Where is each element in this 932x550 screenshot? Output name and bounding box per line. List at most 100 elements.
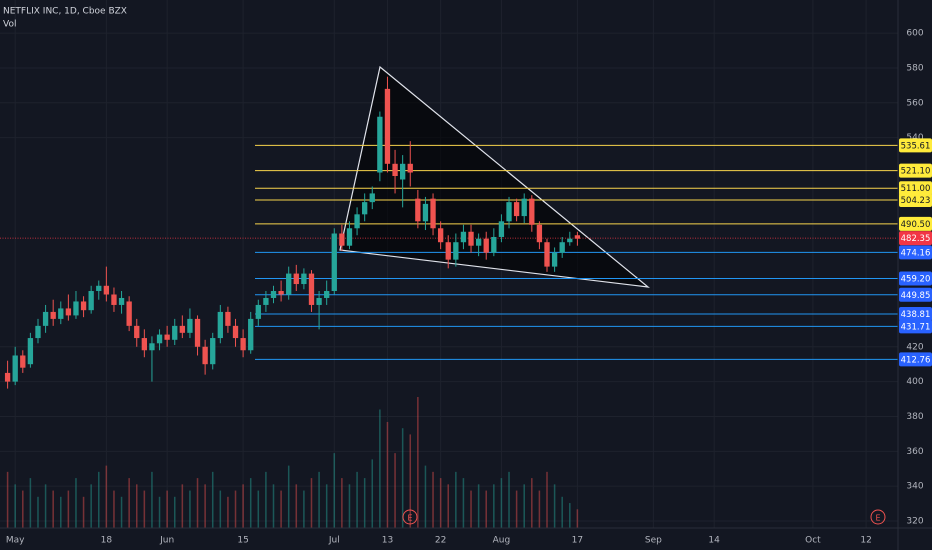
volume-bar [227,496,229,528]
earnings-label: E [875,514,880,523]
volume-bar [98,471,100,528]
x-tick-label: 17 [572,536,583,546]
volume-bar [135,484,138,528]
volume-bar [379,409,381,528]
volume-bar [181,484,184,528]
volume-bar [196,478,199,528]
candle-body [399,163,406,180]
y-tick-label: 340 [906,482,923,492]
volume-bar [348,484,351,528]
candle-body [483,238,489,253]
candle-body [407,163,413,173]
candle-body [164,334,170,340]
volume-bar [14,484,16,528]
candle-body [202,346,208,365]
axis: 600 580 560 540 420 400 380 360 340 320 May 18 Jun 15… [6,29,932,546]
x-tick-label: 14 [708,536,720,546]
volume-bar [82,496,85,528]
earnings-label: E [407,514,412,523]
chart-subtitle: Vol [3,20,16,30]
candle-body [240,338,246,351]
volume-bar [249,478,252,528]
volume-bar [576,509,579,528]
volume-bar [561,496,563,528]
candle-body [194,318,201,347]
volume-bar [242,484,244,528]
volume-bar [531,478,533,528]
candle-body [567,238,573,243]
earnings-marker[interactable] [870,509,886,525]
y-tick-label: 580 [906,63,923,73]
volume-bar [211,471,214,528]
candle-body [369,193,375,203]
candle-body [544,242,550,267]
candle-body [339,233,345,246]
volume-bar [44,484,47,528]
x-tick-label: 12 [860,536,871,546]
price-label-box [899,192,932,207]
candle-body [118,297,125,305]
price-label: 459.20 [901,274,931,284]
candle-body [445,242,451,260]
earnings-marker[interactable] [402,509,418,525]
y-tick-label: 360 [906,447,923,457]
price-label: 490.50 [901,220,931,230]
candle-body [103,285,110,295]
price-label-box [899,138,932,153]
candle-body [58,308,64,319]
candle-body [506,202,512,222]
candle-body [415,198,421,222]
candle-body [392,163,398,176]
volume-bar [234,490,237,528]
volume-bar [386,421,389,528]
x-tick-label: Oct [805,536,821,546]
candle-body [316,297,322,305]
candle-body [308,273,315,305]
candle-body [126,301,132,326]
levels [0,144,898,360]
candle-body [362,202,368,215]
volume-bar [363,478,366,528]
candle-body [270,291,277,298]
candle-body [354,214,360,229]
x-tick-label: 18 [101,536,113,546]
candle-body [96,285,102,292]
volume-bar [493,484,495,528]
volume-bar [204,484,206,528]
volume-bar [257,490,260,528]
candle-body [559,242,565,253]
candle-body [217,311,223,339]
price-label: 412.76 [901,355,931,365]
candle-body [468,231,474,246]
x-tick-label: 13 [382,536,393,546]
candle-body [179,325,185,333]
candle-body [80,301,87,311]
price-label: 474.16 [901,248,931,258]
candle-body [491,236,497,253]
candle-body [286,273,292,295]
volume-bar [553,484,556,528]
volume-bar [120,496,123,528]
volume-bar [287,465,290,528]
volume-bar [60,496,62,528]
price-label: 449.85 [901,291,931,301]
candle-body [156,334,163,344]
price-label-box [899,245,932,260]
price-label-box [899,181,932,196]
volume-bar [508,471,510,528]
candle-body [475,238,482,246]
candle-body [430,198,436,229]
price-label: 482.35 [901,234,931,244]
candle-body [324,291,330,298]
volume-bar [455,471,457,528]
price-label-box [899,287,932,302]
volume-bar [265,471,267,528]
volume-bar [424,465,427,528]
candle-body [384,88,391,164]
volume-bar [52,490,54,528]
volume-bar [409,434,412,528]
volume-bar [470,490,472,528]
candle-body [437,228,444,243]
candle-body [12,355,18,382]
